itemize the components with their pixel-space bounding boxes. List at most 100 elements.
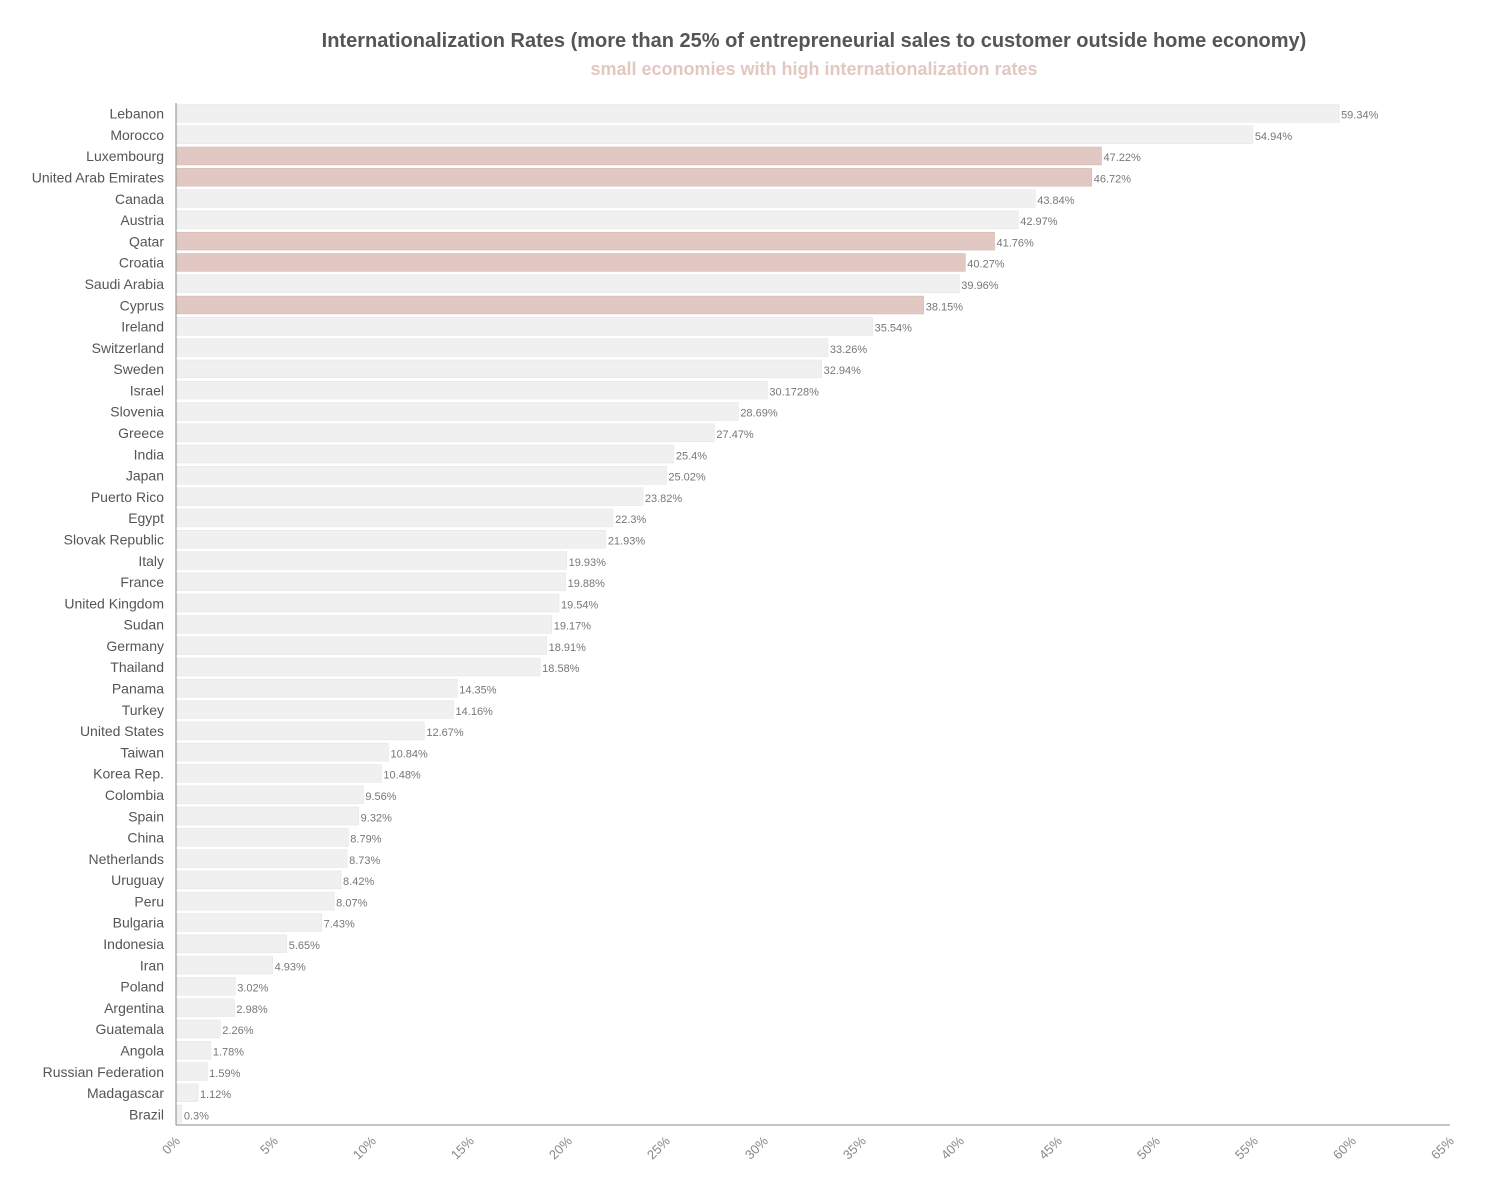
category-label: Argentina (104, 1000, 164, 1016)
category-label: Korea Rep. (93, 766, 164, 782)
bar-puerto-rico (176, 487, 644, 506)
bar-switzerland (176, 338, 829, 357)
value-label: 25.02% (668, 472, 706, 484)
x-tick-label: 20% (546, 1133, 575, 1162)
value-label: 46.72% (1094, 174, 1132, 186)
category-label: Guatemala (96, 1021, 165, 1037)
value-label: 1.59% (209, 1068, 240, 1080)
value-label: 19.54% (561, 599, 599, 611)
value-label: 8.42% (343, 876, 374, 888)
value-label: 43.84% (1037, 195, 1075, 207)
category-label: Greece (118, 425, 164, 441)
bar-netherlands (176, 849, 348, 868)
bar-germany (176, 636, 547, 655)
value-label: 40.27% (967, 259, 1005, 271)
category-label: Lebanon (109, 106, 164, 122)
value-label: 47.22% (1104, 152, 1142, 164)
value-label: 10.84% (390, 748, 428, 760)
category-label: Italy (138, 553, 164, 569)
bar-slovenia (176, 402, 739, 421)
category-label: Slovenia (110, 404, 164, 420)
value-label: 18.91% (549, 642, 587, 654)
category-label: Uruguay (111, 872, 164, 888)
x-tick-label: 15% (448, 1133, 477, 1162)
bar-croatia (176, 253, 966, 272)
category-label: Puerto Rico (91, 489, 164, 505)
bar-qatar (176, 231, 995, 251)
bar-egypt (176, 508, 614, 528)
category-label: Canada (115, 191, 164, 207)
value-label: 18.58% (542, 663, 580, 675)
bar-madagascar (176, 1083, 199, 1103)
value-label: 19.17% (554, 621, 592, 633)
x-tick-label: 55% (1232, 1133, 1261, 1162)
category-label: Switzerland (92, 340, 164, 356)
bar-thailand (176, 657, 541, 677)
bar-sudan (176, 615, 553, 634)
value-label: 22.3% (615, 514, 646, 526)
x-tick-label: 45% (1036, 1133, 1065, 1162)
bar-peru (176, 891, 335, 911)
x-tick-label: 5% (257, 1133, 281, 1157)
category-label: Netherlands (89, 851, 165, 867)
bar-slovak-republic (176, 530, 607, 549)
bar-bulgaria (176, 913, 322, 932)
x-axis-ticks: 0% 5% 10% 15% 20% 25% 30% 35% 40% 45% 50% 55% 60% 65% (159, 1133, 1457, 1162)
value-label: 8.07% (336, 897, 367, 909)
value-label: 9.32% (361, 812, 392, 824)
value-label: 41.76% (996, 237, 1034, 249)
value-label: 39.96% (961, 280, 999, 292)
bar-india (176, 444, 675, 464)
value-label: 3.02% (237, 983, 268, 995)
category-label: Thailand (110, 659, 164, 675)
category-label: Bulgaria (113, 915, 165, 931)
category-label: United States (80, 723, 164, 739)
x-tick-label: 10% (350, 1133, 379, 1162)
x-tick-label: 30% (742, 1133, 771, 1162)
category-label: Panama (112, 681, 164, 697)
bar-taiwan (176, 742, 389, 762)
value-label: 27.47% (716, 429, 754, 441)
category-label: Egypt (128, 510, 164, 526)
bar-colombia (176, 785, 364, 804)
category-label: Cyprus (120, 297, 164, 313)
bar-brazil (176, 1104, 183, 1124)
value-label: 2.98% (236, 1004, 267, 1016)
category-label: Indonesia (103, 936, 164, 952)
value-label: 42.97% (1020, 216, 1058, 228)
value-label: 30.1728% (769, 386, 819, 398)
category-label: China (127, 830, 164, 846)
category-label: Austria (120, 212, 164, 228)
value-label: 23.82% (645, 493, 683, 505)
category-label: Slovak Republic (64, 531, 164, 547)
bar-france (176, 572, 566, 592)
bar-cyprus (176, 295, 925, 315)
value-label: 32.94% (824, 365, 862, 377)
bar-saudi-arabia (176, 274, 960, 293)
category-label: Israel (130, 382, 164, 398)
category-label: United Kingdom (64, 595, 164, 611)
bar-turkey (176, 700, 454, 719)
value-label: 59.34% (1341, 110, 1379, 122)
bar-united-kingdom (176, 593, 560, 613)
category-label: Sweden (113, 361, 164, 377)
category-label: France (120, 574, 164, 590)
value-label: 25.4% (676, 450, 707, 462)
value-label: 8.73% (349, 855, 380, 867)
value-label: 2.26% (222, 1025, 253, 1037)
bar-spain (176, 806, 359, 826)
value-label: 19.88% (568, 578, 606, 590)
category-label: United Arab Emirates (32, 170, 164, 186)
bar-canada (176, 189, 1036, 208)
category-label: Brazil (129, 1106, 164, 1122)
value-label: 10.48% (383, 770, 421, 782)
bar-argentina (176, 998, 235, 1017)
chart-title: Internationalization Rates (more than 25… (321, 30, 1307, 52)
value-label: 9.56% (365, 791, 396, 803)
category-label: Poland (120, 979, 164, 995)
bar-indonesia (176, 934, 288, 953)
value-label: 33.26% (830, 344, 868, 356)
value-label: 54.94% (1255, 131, 1293, 143)
bar-lebanon (176, 104, 1340, 123)
